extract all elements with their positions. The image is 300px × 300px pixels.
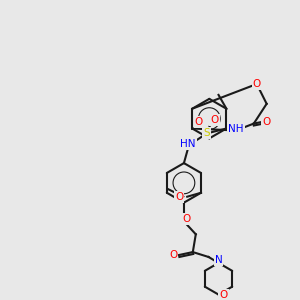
Text: O: O [195,117,203,127]
Text: O: O [169,250,177,260]
Text: O: O [253,79,261,89]
Text: S: S [203,128,210,138]
Text: O: O [210,115,219,124]
Text: O: O [183,214,191,224]
Text: N: N [214,255,222,265]
Text: NH: NH [228,124,244,134]
Text: O: O [175,192,183,202]
Text: O: O [262,117,271,127]
Text: O: O [219,290,228,300]
Text: HN: HN [180,139,196,149]
